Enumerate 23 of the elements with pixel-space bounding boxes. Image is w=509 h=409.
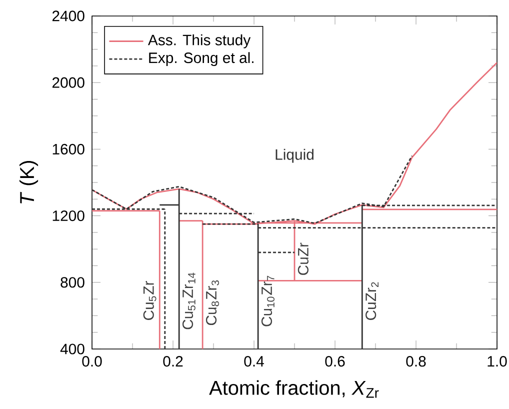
x-tick-label: 0.8 [406, 356, 426, 367]
annotation: Cu$_{5}$Zr [143, 280, 156, 320]
annotation: CuZr$_{2}$ [366, 282, 378, 320]
y-tick-label: 2400 [52, 10, 84, 22]
x-tick-label: 1.0 [488, 356, 507, 367]
x-axis-title: Atomic fraction, X$_{Zr}$ [209, 380, 379, 398]
legend-label: Ass. This study [148, 34, 251, 48]
y-tick-label: 2000 [52, 77, 84, 88]
x-tick-label: 0.6 [325, 356, 345, 367]
x-tick-label: 0.2 [163, 356, 183, 367]
y-axis-title: T (K) [19, 160, 38, 204]
legend-label: Exp. Song et al. [149, 52, 254, 66]
y-tick-label: 400 [60, 344, 84, 354]
annotation: Liquid [276, 148, 314, 163]
y-tick-label: 800 [60, 277, 84, 288]
annotation: Cu$_{10}$Zr$_{7}$ [261, 276, 274, 326]
annotation: Cu$_{51}$Zr$_{14}$ [182, 272, 196, 330]
x-tick-label: 0.4 [244, 356, 264, 367]
annotation: Cu$_{8}$Zr$_{3}$ [206, 280, 219, 326]
annotation: CuZr [298, 242, 308, 275]
x-tick-label: 0.0 [82, 356, 102, 367]
y-tick-label: 1600 [52, 144, 84, 154]
y-tick-label: 1200 [52, 210, 84, 222]
